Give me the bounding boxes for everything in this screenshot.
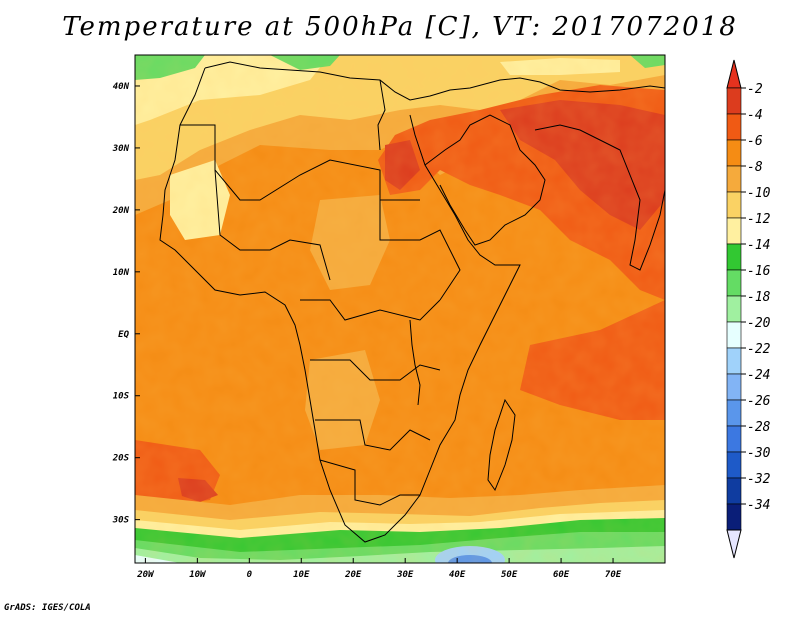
colorbar-swatch [726, 373, 742, 401]
field-texture [135, 55, 665, 563]
border-egypt-libya [377, 79, 386, 151]
lat-tick-label: 30S [112, 516, 130, 526]
coast-mediterranean-north [204, 61, 665, 101]
colorbar-label: -8 [747, 160, 763, 175]
border-central-africa [300, 299, 441, 321]
map-title: Temperature at 500hPa [C], VT: 201707201… [62, 12, 738, 42]
lon-tick-label: 70E [605, 570, 622, 580]
colorbar-swatch [726, 295, 742, 323]
colorbar-label: -14 [747, 238, 770, 253]
colorbar-swatch [726, 87, 742, 115]
colorbar-swatch [726, 217, 742, 245]
lon-tick-label: 10W [189, 570, 207, 580]
colorbar-label: -20 [747, 316, 771, 331]
colorbar-label: -26 [747, 394, 771, 409]
latitude-ticks: 40N 30N 20N 10N EQ 10S 20S 30S [112, 82, 140, 526]
border-west-africa [214, 169, 331, 281]
coast-arabia [424, 114, 546, 246]
colorbar-label: -10 [747, 186, 771, 201]
lat-tick-label: 40N [113, 82, 130, 92]
colorbar-label: -24 [747, 368, 770, 383]
colorbar-under-triangle [726, 529, 742, 559]
coast-asia [534, 124, 665, 271]
colorbar-over-triangle [726, 59, 742, 89]
footer-credit: GrADS: IGES/COLA [4, 603, 91, 613]
colorbar-swatch [726, 113, 742, 141]
plot-frame [134, 54, 666, 564]
lat-tick-label: EQ [118, 330, 129, 340]
lon-tick-label: 50E [501, 570, 518, 580]
colorbar-swatch [726, 399, 742, 427]
colorbar-swatch [726, 347, 742, 375]
border-south-africa [319, 459, 420, 506]
lon-tick-label: 30E [396, 570, 414, 580]
colorbar: -2 -4 -6 -8 -10 -12 -14 -16 -18 -20 -22 -24 -26 -28 -3… [726, 59, 771, 559]
colorbar-swatch [726, 477, 742, 505]
lon-tick-label: 60E [553, 570, 570, 580]
colorbar-label: -22 [747, 342, 771, 357]
border-angola-zambia [310, 359, 441, 381]
colorbar-swatch [726, 139, 742, 167]
coast-madagascar [487, 398, 516, 492]
colorbar-label: -28 [747, 420, 771, 435]
lat-tick-label: 10S [113, 392, 130, 402]
lon-tick-label: 40E [449, 570, 466, 580]
lat-tick-label: 20N [112, 206, 130, 216]
border-rift-lakes [409, 319, 421, 406]
lat-tick-label: 20S [112, 454, 130, 464]
colorbar-label: -2 [747, 82, 763, 97]
colorbar-swatch [726, 321, 742, 349]
longitude-ticks: 20W 10W 0 10E 20E 30E 40E 50E 60E 70E [136, 558, 622, 580]
border-sudan [379, 200, 461, 301]
colorbar-label: -12 [747, 212, 771, 227]
colorbar-label: -6 [747, 134, 763, 149]
colorbar-swatch [726, 165, 742, 193]
colorbar-label: -30 [747, 446, 771, 461]
colorbar-swatch [726, 425, 742, 453]
colorbar-swatch [726, 191, 742, 219]
lat-tick-label: 10N [113, 268, 130, 278]
coastlines-and-borders [159, 61, 665, 543]
colorbar-swatch [726, 451, 742, 479]
temperature-field [135, 55, 665, 563]
coast-africa [159, 67, 521, 543]
lon-tick-label: 10E [293, 570, 310, 580]
colorbar-label: -18 [747, 290, 771, 305]
lon-tick-label: 20W [136, 570, 155, 580]
lat-tick-label: 30N [112, 144, 130, 154]
lon-tick-label: 0 [247, 570, 253, 580]
colorbar-label: -32 [747, 472, 771, 487]
lon-tick-label: 20E [344, 570, 362, 580]
colorbar-swatch [726, 243, 742, 271]
colorbar-label: -16 [747, 264, 771, 279]
border-north-africa [180, 124, 420, 201]
colorbar-label: -4 [747, 108, 763, 123]
colorbar-swatch [726, 269, 742, 297]
border-namibia-botswana [315, 419, 431, 451]
colorbar-swatch [726, 503, 742, 531]
colorbar-label: -34 [747, 498, 770, 513]
